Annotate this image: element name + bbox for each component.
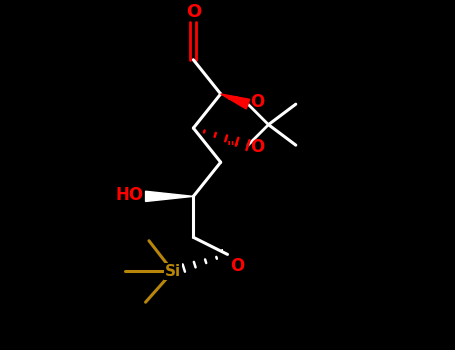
Text: HO: HO: [116, 186, 144, 204]
Polygon shape: [146, 191, 193, 202]
Text: O: O: [186, 2, 201, 21]
Text: O: O: [250, 138, 264, 156]
Text: ''': ''': [226, 140, 239, 154]
Text: ': ': [220, 248, 224, 262]
Text: ''': ''': [226, 96, 239, 110]
Text: O: O: [250, 93, 264, 111]
Text: O: O: [230, 257, 244, 275]
Polygon shape: [147, 193, 153, 200]
Text: Si: Si: [165, 264, 181, 279]
Polygon shape: [221, 94, 250, 109]
